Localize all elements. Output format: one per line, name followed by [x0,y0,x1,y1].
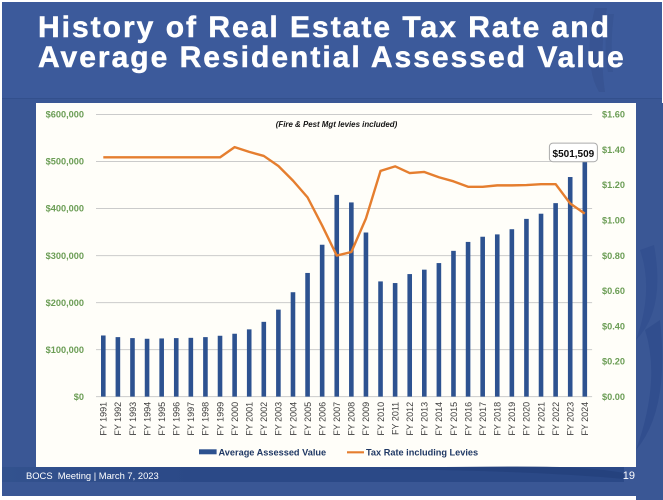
svg-text:$1.40: $1.40 [602,145,625,155]
svg-text:$0.00: $0.00 [602,392,625,402]
svg-text:FY 2010: FY 2010 [376,402,386,436]
svg-text:Tax Rate including Levies: Tax Rate including Levies [366,447,478,457]
svg-text:$100,000: $100,000 [46,345,84,355]
svg-text:$0.20: $0.20 [602,357,625,367]
svg-text:FY 1991: FY 1991 [99,402,109,436]
svg-text:FY 1999: FY 1999 [215,402,225,436]
svg-text:$400,000: $400,000 [46,204,84,214]
svg-text:$1.00: $1.00 [602,216,625,226]
svg-text:$0.80: $0.80 [602,251,625,261]
svg-text:FY 2014: FY 2014 [434,402,444,436]
svg-text:FY 1995: FY 1995 [157,402,167,436]
svg-text:$501,509: $501,509 [553,149,595,160]
svg-text:FY 1993: FY 1993 [128,402,138,436]
svg-text:FY 2000: FY 2000 [230,402,240,436]
svg-text:(Fire & Pest Mgt levies includ: (Fire & Pest Mgt levies included) [276,120,398,129]
svg-text:FY 2023: FY 2023 [566,402,576,436]
svg-text:FY 2024: FY 2024 [580,402,590,436]
svg-text:$1.20: $1.20 [602,180,625,190]
svg-text:FY 2006: FY 2006 [317,402,327,436]
svg-text:FY 2008: FY 2008 [347,402,357,436]
svg-text:FY 2021: FY 2021 [536,402,546,436]
svg-text:FY 2001: FY 2001 [245,402,255,436]
svg-text:FY 2017: FY 2017 [478,402,488,436]
svg-text:$0: $0 [74,392,84,402]
svg-text:FY 1998: FY 1998 [201,402,211,436]
svg-text:FY 2004: FY 2004 [288,402,298,436]
svg-text:FY 2022: FY 2022 [551,402,561,436]
svg-text:$200,000: $200,000 [46,298,84,308]
svg-text:FY 2002: FY 2002 [259,402,269,436]
svg-text:FY 2007: FY 2007 [332,402,342,436]
svg-text:FY 2003: FY 2003 [274,402,284,436]
svg-text:FY 2020: FY 2020 [522,402,532,436]
svg-text:FY 2005: FY 2005 [303,402,313,436]
svg-text:FY 1996: FY 1996 [172,402,182,436]
svg-text:FY 2016: FY 2016 [463,402,473,436]
svg-text:$0.60: $0.60 [602,286,625,296]
svg-text:$0.40: $0.40 [602,321,625,331]
svg-text:FY 1992: FY 1992 [113,402,123,436]
svg-text:FY 2013: FY 2013 [420,402,430,436]
svg-text:FY 2009: FY 2009 [361,402,371,436]
svg-text:Average Assessed Value: Average Assessed Value [219,447,327,457]
svg-text:$600,000: $600,000 [46,110,84,120]
svg-text:FY 2019: FY 2019 [507,402,517,436]
svg-text:$300,000: $300,000 [46,251,84,261]
svg-text:FY 2018: FY 2018 [493,402,503,436]
svg-text:FY 2012: FY 2012 [405,402,415,436]
svg-text:FY 1997: FY 1997 [186,402,196,436]
svg-text:$1.60: $1.60 [602,110,625,120]
svg-text:FY 2015: FY 2015 [449,402,459,436]
svg-text:$500,000: $500,000 [46,157,84,167]
svg-text:FY 1994: FY 1994 [142,402,152,436]
svg-text:FY 2011: FY 2011 [390,402,400,435]
